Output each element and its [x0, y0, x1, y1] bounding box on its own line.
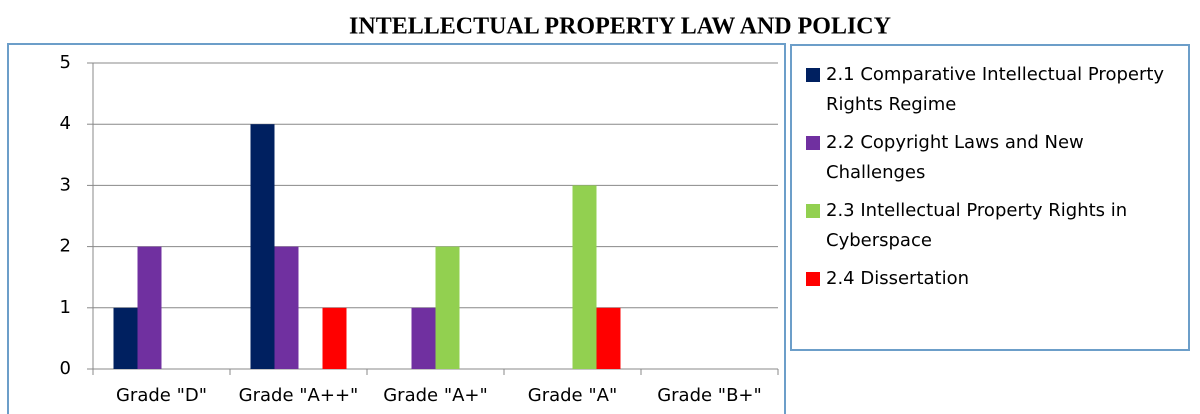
legend-swatch [806, 204, 820, 218]
legend-swatch [806, 68, 820, 82]
legend-swatch [806, 272, 820, 286]
legend-item: 2.4 Dissertation [806, 264, 1186, 294]
bar [250, 124, 275, 369]
legend-item: 2.1 Comparative Intellectual Property Ri… [806, 60, 1186, 120]
x-tick-label: Grade "B+" [657, 385, 762, 406]
x-tick-label: Grade "A++" [239, 385, 359, 406]
bar [322, 307, 347, 369]
legend-label: 2.4 Dissertation [826, 268, 970, 289]
bar [572, 185, 597, 369]
bar [113, 307, 138, 369]
legend-label: 2.1 Comparative Intellectual Property Ri… [826, 64, 1165, 115]
bar [411, 307, 436, 369]
bar [596, 307, 621, 369]
bar [137, 246, 162, 369]
chart-title: INTELLECTUAL PROPERTY LAW AND POLICY [349, 14, 891, 40]
y-tick-label: 3 [60, 174, 71, 195]
legend: 2.1 Comparative Intellectual Property Ri… [790, 44, 1190, 351]
legend-label: 2.3 Intellectual Property Rights in Cybe… [826, 200, 1128, 251]
bar [274, 246, 299, 369]
y-tick-label: 0 [60, 358, 71, 379]
bar [435, 246, 460, 369]
x-tick-label: Grade "D" [116, 385, 207, 406]
x-tick-label: Grade "A" [528, 385, 617, 406]
x-tick-label: Grade "A+" [383, 385, 488, 406]
y-tick-label: 5 [60, 52, 71, 73]
legend-item: 2.2 Copyright Laws and New Challenges [806, 128, 1186, 188]
chart-border [7, 43, 786, 414]
legend-label: 2.2 Copyright Laws and New Challenges [826, 132, 1084, 183]
y-tick-label: 2 [60, 236, 71, 257]
legend-item: 2.3 Intellectual Property Rights in Cybe… [806, 196, 1186, 256]
y-tick-label: 4 [60, 113, 71, 134]
y-tick-label: 1 [60, 297, 71, 318]
legend-swatch [806, 136, 820, 150]
